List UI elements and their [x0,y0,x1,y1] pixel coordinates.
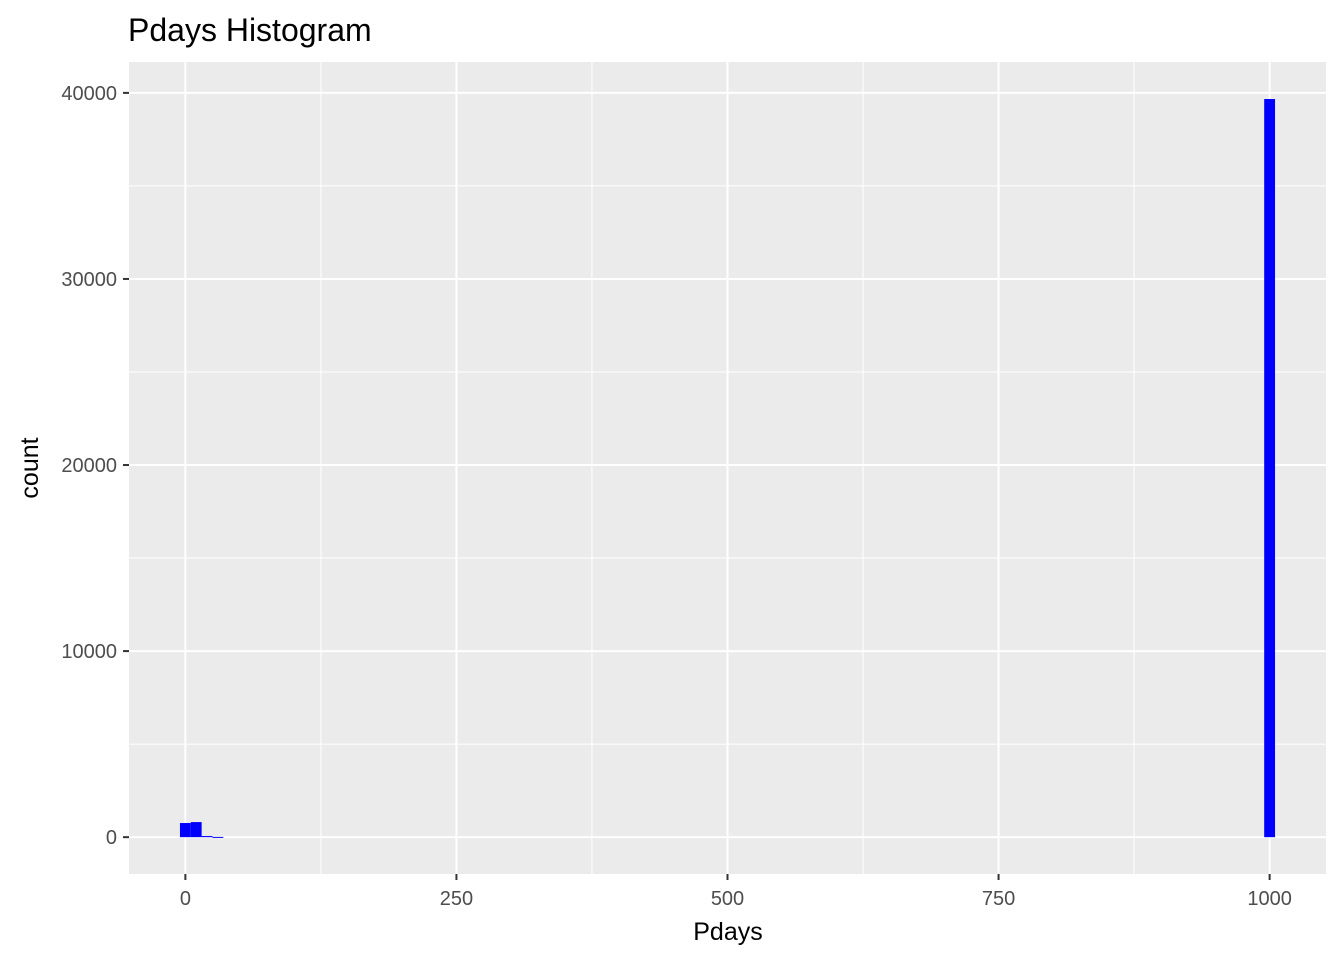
x-tick-label: 0 [180,888,191,910]
y-tick-label: 10000 [61,641,117,663]
histogram-bar [201,836,213,838]
histogram-bar [212,836,224,838]
y-axis-title: count [16,437,44,498]
chart-title: Pdays Histogram [128,12,372,48]
major-gridlines [129,62,1326,874]
x-tick-label: 500 [711,888,744,910]
y-tick-label: 40000 [61,83,117,105]
y-tick-label: 30000 [61,269,117,291]
x-tick-label: 1000 [1247,888,1292,910]
histogram-bar [179,823,191,838]
histogram-bar [1264,99,1276,838]
x-tick-label: 750 [982,888,1015,910]
x-tick-label: 250 [440,888,473,910]
histogram-bar [190,822,202,838]
y-tick-label: 0 [106,827,117,849]
histogram-bars [179,99,1276,838]
x-axis-title: Pdays [693,918,762,946]
y-tick-label: 20000 [61,455,117,477]
